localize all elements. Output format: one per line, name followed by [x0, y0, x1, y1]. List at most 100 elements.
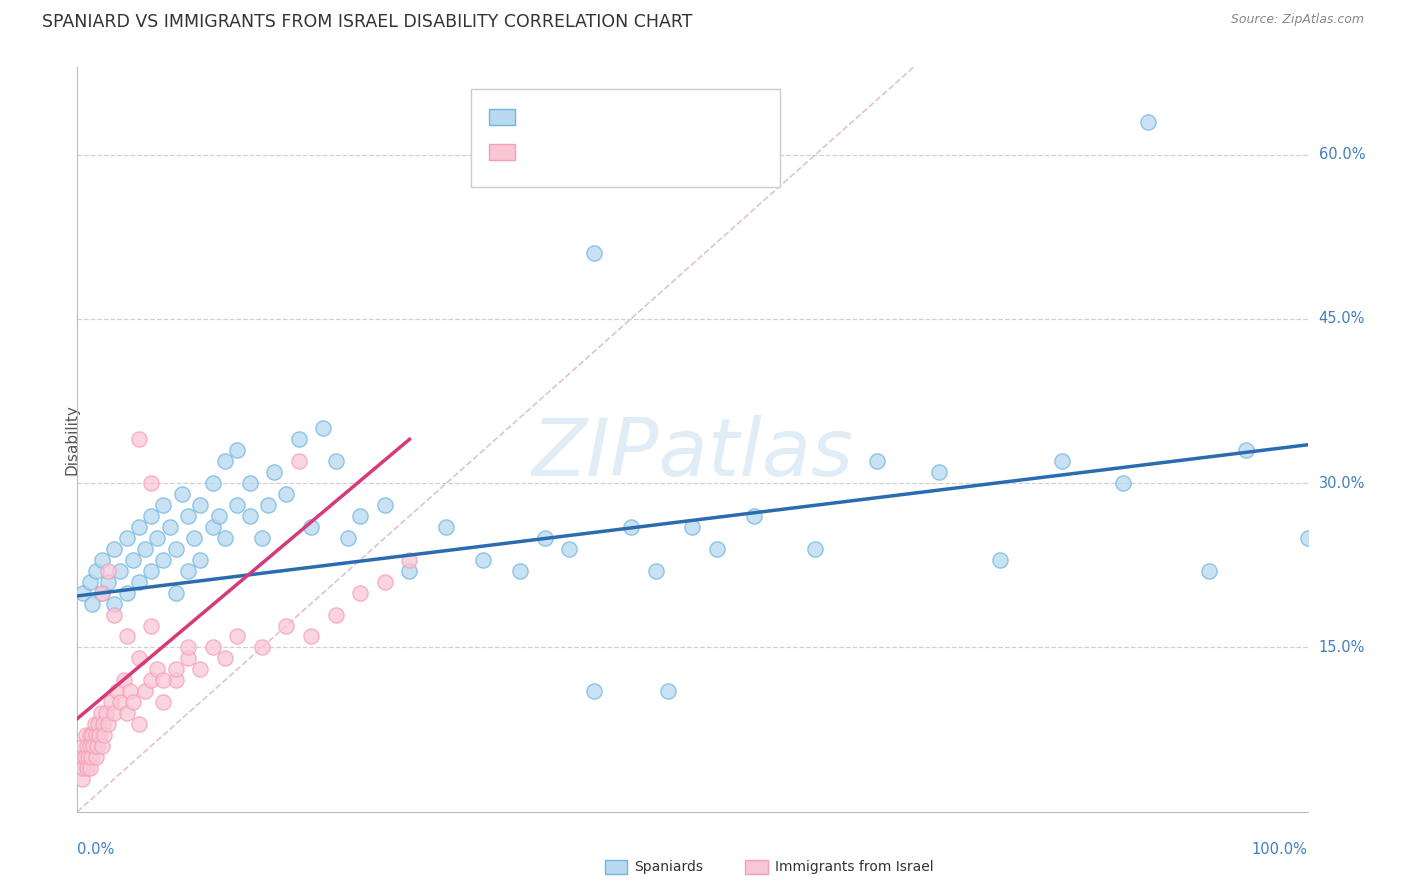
Point [141, 618, 163, 632]
Text: Immigrants from Israel: Immigrants from Israel [775, 860, 934, 874]
Text: SPANIARD VS IMMIGRANTS FROM ISRAEL DISABILITY CORRELATION CHART: SPANIARD VS IMMIGRANTS FROM ISRAEL DISAB… [42, 13, 693, 31]
Point [91, 717, 114, 731]
Point [94, 706, 117, 720]
Point [620, 520, 643, 534]
Point [188, 553, 212, 567]
Text: 100.0%: 100.0% [1251, 842, 1308, 857]
Point [804, 541, 827, 556]
Point [159, 520, 181, 534]
Point [436, 520, 458, 534]
Point [201, 476, 224, 491]
Point [112, 673, 135, 688]
Point [90, 706, 112, 720]
Point [288, 433, 311, 447]
Point [263, 465, 285, 479]
Point [134, 541, 156, 556]
Point [72, 585, 94, 599]
Point [349, 508, 371, 523]
Point [103, 597, 125, 611]
Point [93, 728, 115, 742]
Point [128, 433, 150, 447]
Text: R = 0.530: R = 0.530 [522, 145, 598, 159]
Point [988, 553, 1011, 567]
Point [583, 684, 606, 698]
Point [128, 520, 150, 534]
Point [583, 246, 606, 260]
Text: Source: ZipAtlas.com: Source: ZipAtlas.com [1230, 13, 1364, 27]
Point [86, 739, 108, 753]
Point [257, 498, 280, 512]
Point [558, 541, 581, 556]
Point [201, 520, 224, 534]
Point [73, 750, 96, 764]
Point [239, 476, 262, 491]
Point [76, 739, 98, 753]
Point [72, 761, 94, 775]
Point [299, 520, 322, 534]
Text: 15.0%: 15.0% [1319, 640, 1365, 655]
Point [152, 498, 174, 512]
Text: ZIPatlas: ZIPatlas [531, 415, 853, 493]
Point [928, 465, 950, 479]
Point [80, 750, 103, 764]
Point [214, 454, 236, 468]
Point [152, 553, 174, 567]
Point [120, 684, 142, 698]
Point [276, 487, 298, 501]
Point [226, 443, 249, 458]
Point [1050, 454, 1073, 468]
Point [128, 717, 150, 731]
Point [115, 531, 138, 545]
Point [866, 454, 889, 468]
Point [201, 640, 224, 655]
Point [299, 630, 322, 644]
Point [1198, 564, 1220, 578]
Point [165, 673, 187, 688]
Point [374, 498, 396, 512]
Point [534, 531, 557, 545]
Point [398, 553, 420, 567]
Point [100, 695, 122, 709]
Point [97, 574, 120, 589]
Point [742, 508, 765, 523]
Point [644, 564, 666, 578]
Text: 30.0%: 30.0% [1319, 475, 1365, 491]
Point [77, 750, 100, 764]
Point [177, 564, 200, 578]
Point [472, 553, 495, 567]
Point [83, 717, 105, 731]
Point [70, 772, 93, 786]
Point [128, 574, 150, 589]
Point [115, 706, 138, 720]
Text: N = 74: N = 74 [627, 110, 685, 124]
Point [134, 684, 156, 698]
Point [374, 574, 396, 589]
Point [79, 739, 101, 753]
Point [226, 630, 249, 644]
Point [103, 706, 125, 720]
Point [70, 750, 93, 764]
Point [146, 662, 169, 676]
Point [121, 553, 143, 567]
Point [79, 761, 101, 775]
Point [82, 728, 104, 742]
Text: R = 0.392: R = 0.392 [522, 110, 599, 124]
Point [90, 585, 114, 599]
Point [657, 684, 679, 698]
Point [84, 728, 107, 742]
Point [105, 684, 128, 698]
Point [97, 564, 120, 578]
Point [141, 476, 163, 491]
Point [325, 607, 347, 622]
Point [152, 673, 174, 688]
Point [250, 640, 273, 655]
Point [79, 728, 101, 742]
Point [87, 717, 110, 731]
Point [177, 508, 200, 523]
Point [165, 541, 187, 556]
Y-axis label: Disability: Disability [65, 404, 79, 475]
Point [250, 531, 273, 545]
Point [128, 651, 150, 665]
Point [706, 541, 728, 556]
Point [509, 564, 531, 578]
